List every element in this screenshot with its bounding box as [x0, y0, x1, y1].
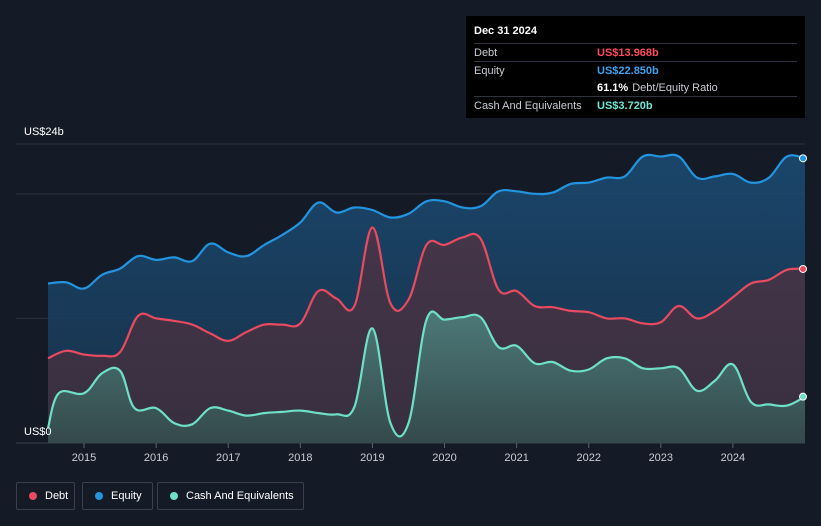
y-axis-bottom-label: US$0	[24, 426, 52, 438]
legend-debt-label: Debt	[45, 490, 69, 502]
tooltip-ratio-label: Debt/Equity Ratio	[632, 82, 718, 94]
x-tick-label-2017: 2017	[216, 452, 240, 464]
debt-end-marker	[799, 264, 807, 273]
equity-legend-dot-icon	[95, 492, 103, 500]
tooltip-row-cash: Cash And Equivalents US$3.720b	[474, 96, 797, 114]
legend-cash-label: Cash And Equivalents	[186, 490, 294, 502]
end-markers	[799, 154, 807, 401]
equity-line	[47, 153, 806, 290]
equity-end-marker	[799, 154, 807, 163]
x-tick-label-2018: 2018	[288, 452, 312, 464]
x-tick-label-2016: 2016	[144, 452, 168, 464]
legend-equity-label: Equity	[111, 490, 142, 502]
x-tick-label-2023: 2023	[649, 452, 673, 464]
tooltip-debt-label: Debt	[474, 47, 498, 59]
tooltip-row-equity: Equity US$22.850b	[474, 61, 797, 79]
x-tick-label-2022: 2022	[576, 452, 600, 464]
series-areas	[48, 154, 805, 443]
tooltip-row-ratio: 61.1% Debt/Equity Ratio	[474, 79, 797, 96]
data-tooltip: Dec 31 2024 Debt US$13.968b Equity US$22…	[466, 16, 805, 118]
tooltip-cash-value: US$3.720b	[597, 100, 653, 112]
tooltip-equity-value: US$22.850b	[597, 65, 659, 77]
tooltip-ratio-spacer	[474, 80, 597, 96]
legend-item-equity[interactable]: Equity	[82, 482, 153, 510]
legend-item-debt[interactable]: Debt	[16, 482, 75, 510]
legend-item-cash[interactable]: Cash And Equivalents	[157, 482, 304, 510]
tooltip-debt-value: US$13.968b	[597, 47, 659, 59]
series-lines	[46, 153, 806, 438]
cash-legend-dot-icon	[170, 492, 178, 500]
x-tick-label-2021: 2021	[504, 452, 528, 464]
tooltip-cash-label: Cash And Equivalents	[474, 100, 582, 112]
tooltip-date: Dec 31 2024	[474, 25, 537, 37]
x-tick-label-2020: 2020	[432, 452, 456, 464]
y-axis-top-label: US$24b	[24, 126, 64, 138]
debt-line	[47, 226, 806, 360]
tooltip-ratio-value: 61.1%	[597, 82, 629, 94]
debt-legend-dot-icon	[29, 492, 37, 500]
cash-line	[46, 310, 806, 438]
cash-end-marker	[799, 392, 807, 401]
axes: 2015 2016 2017 2018 2019 2020 2021 2022 2023 2024…	[24, 126, 745, 464]
tooltip-equity-label: Equity	[474, 65, 505, 77]
x-tick-label-2015: 2015	[72, 452, 96, 464]
cash-area	[48, 311, 805, 443]
x-tick-label-2024: 2024	[721, 452, 745, 464]
x-tick-label-2019: 2019	[360, 452, 384, 464]
tooltip-row-debt: Debt US$13.968b	[474, 43, 797, 61]
